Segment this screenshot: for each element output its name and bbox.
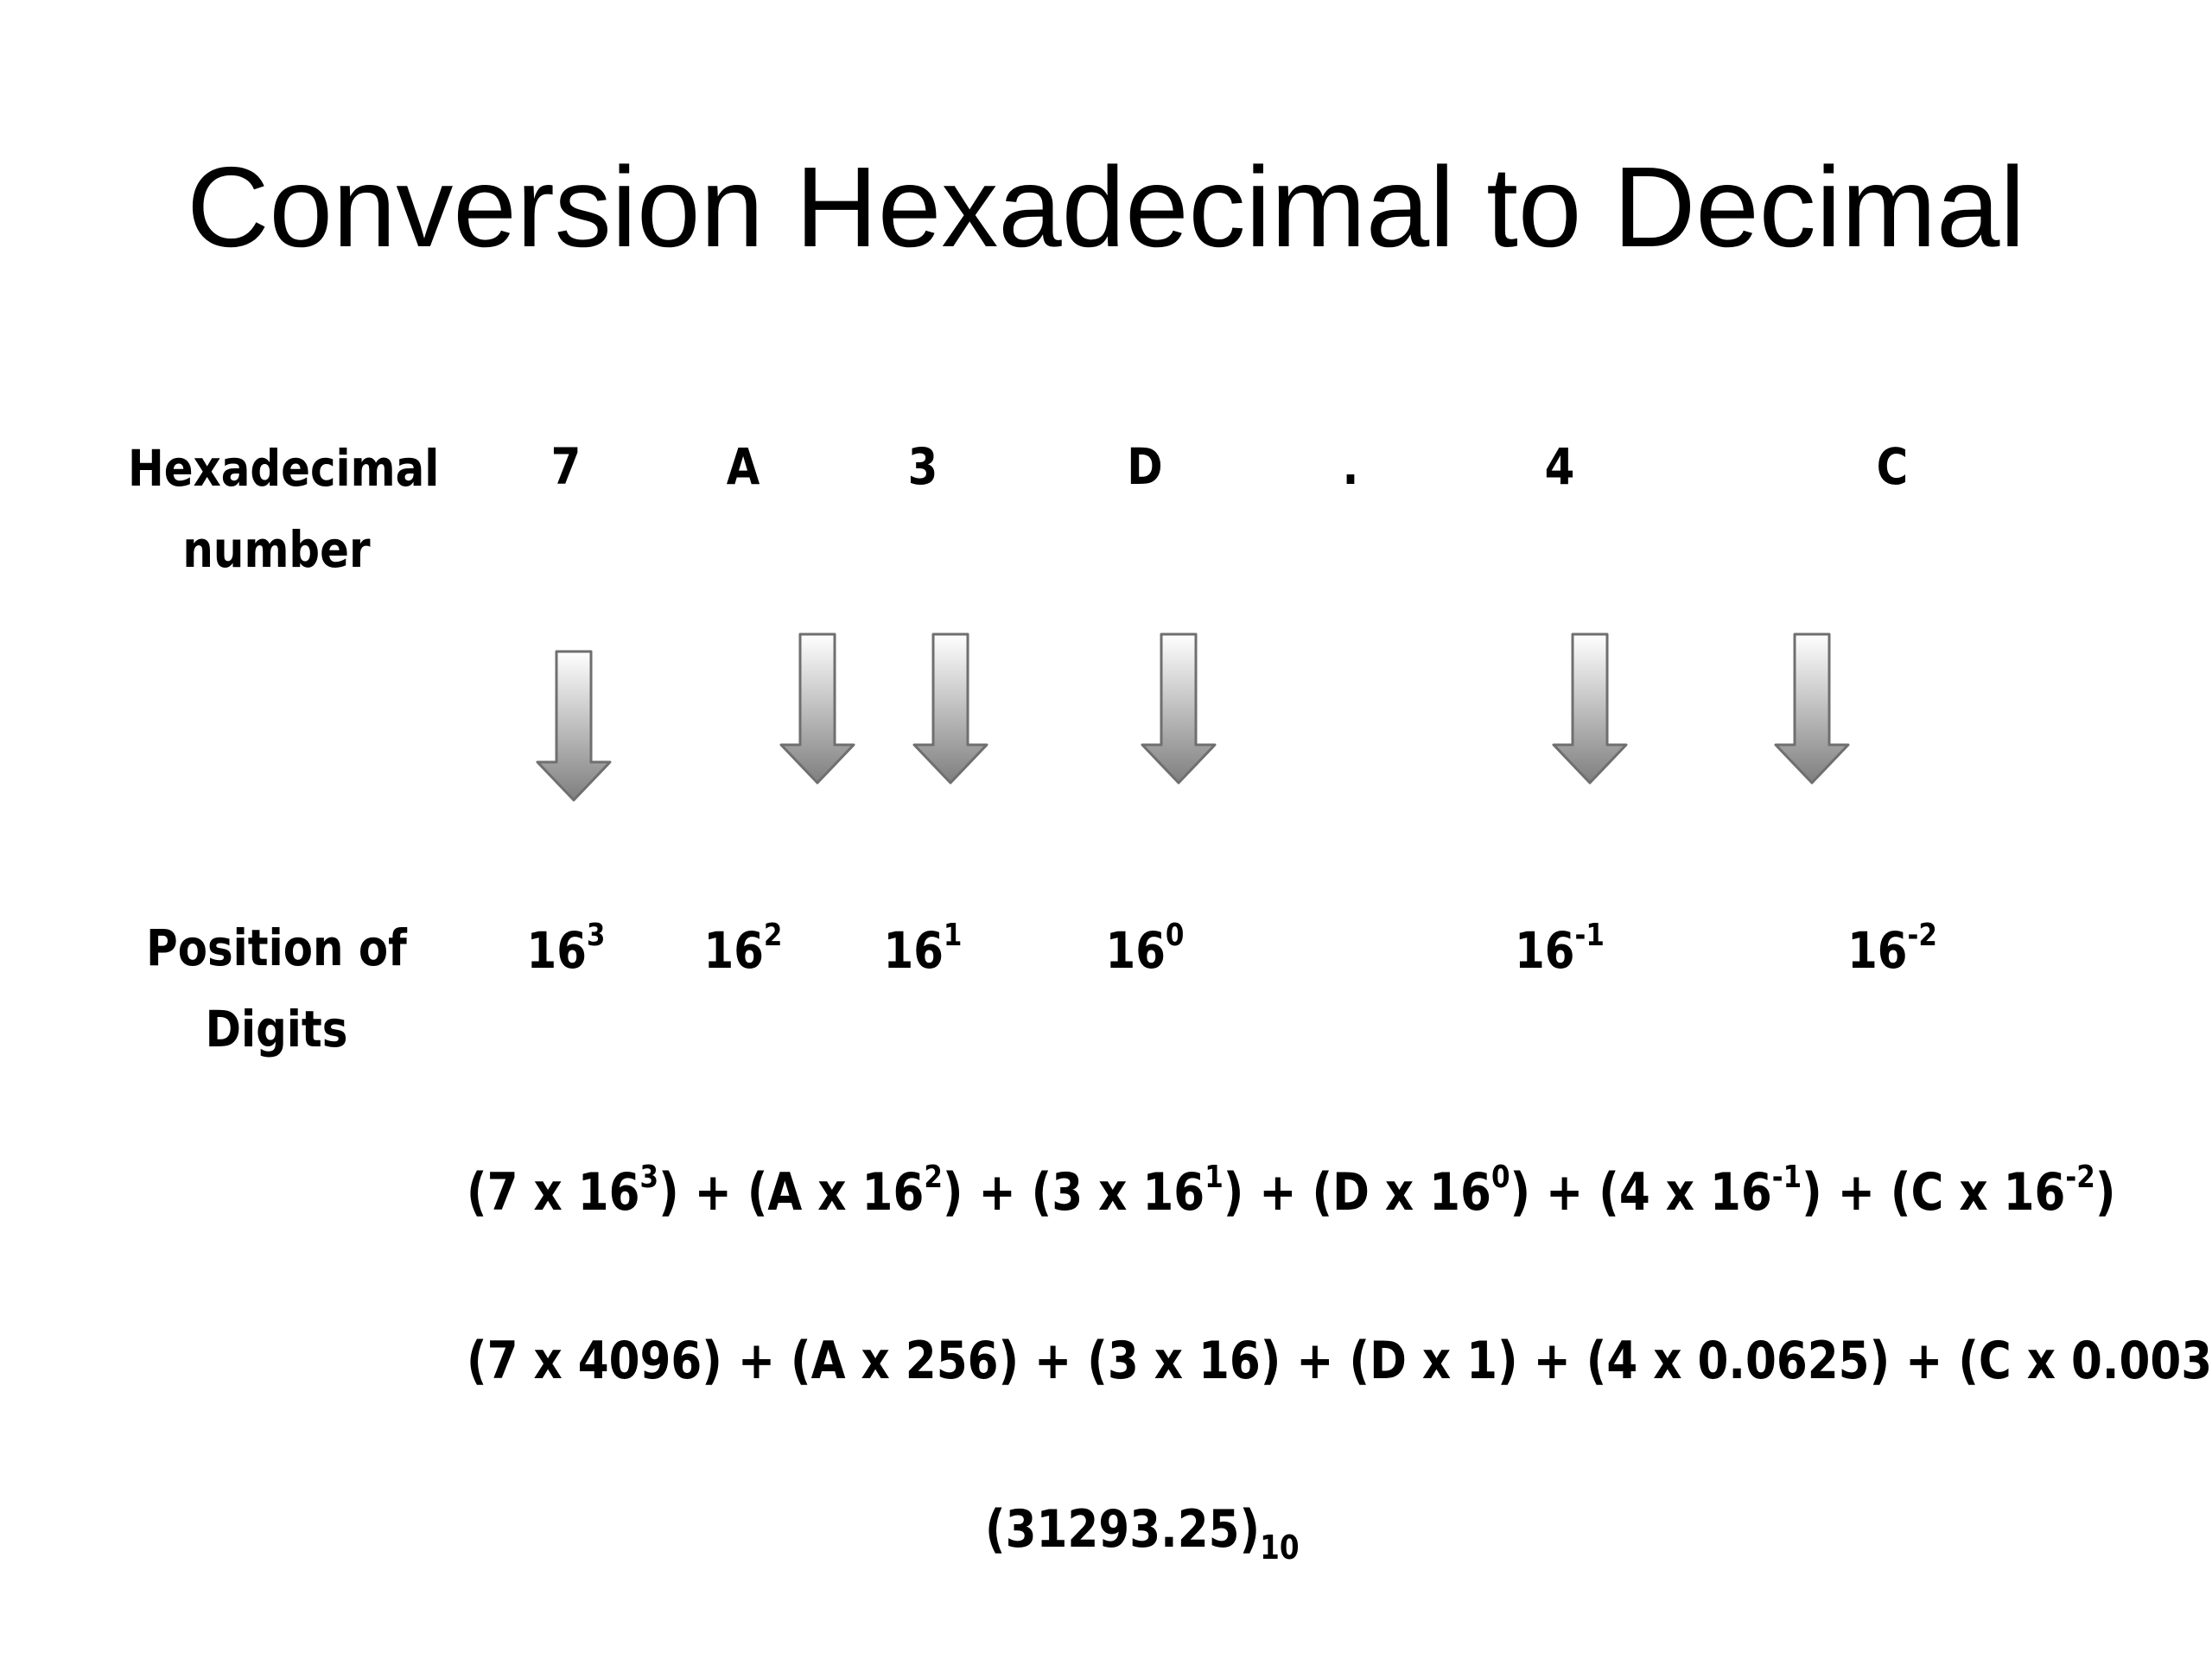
hex-digit: 7 <box>550 437 582 496</box>
position-row-label-line2: Digits <box>205 1000 348 1058</box>
result-value: (31293.25)10 <box>985 1491 1300 1568</box>
hex-digit: C <box>1876 437 1909 496</box>
position-power: 16-1 <box>1515 918 1605 981</box>
evaluated-formula: (7 x 4096) + (A x 256) + (3 x 16) + (D x… <box>467 1331 2212 1391</box>
down-arrow-icon <box>1141 632 1217 785</box>
position-power: 163 <box>526 918 606 981</box>
hex-point: . <box>1342 437 1359 496</box>
hex-row-label: Hexadecimal number <box>128 428 440 590</box>
down-arrow-icon <box>1552 632 1628 785</box>
hex-digit: 3 <box>907 437 938 496</box>
slide-title: Conversion Hexadecimal to Decimal <box>187 143 2025 270</box>
hex-digit: A <box>726 437 760 496</box>
position-row-label: Position of Digits <box>128 907 425 1070</box>
down-arrow-icon <box>536 650 612 802</box>
position-row-label-line1: Position of <box>146 918 407 977</box>
hex-digit: 4 <box>1544 437 1575 496</box>
down-arrow-icon <box>912 632 988 785</box>
expansion-formula: (7 x 163) + (A x 162) + (3 x 161) + (D x… <box>467 1160 2116 1224</box>
position-power: 161 <box>883 918 963 981</box>
hex-row-label-line2: number <box>182 520 371 579</box>
result-number: (31293.25) <box>985 1499 1261 1560</box>
position-power: 162 <box>703 918 783 981</box>
position-power: 16-2 <box>1847 918 1937 981</box>
down-arrow-icon <box>779 632 855 785</box>
hex-digit: D <box>1127 437 1163 496</box>
down-arrow-icon <box>1774 632 1850 785</box>
hex-row-label-line1: Hexadecimal <box>128 439 440 498</box>
position-power: 160 <box>1105 918 1185 981</box>
result-base: 10 <box>1260 1529 1300 1567</box>
